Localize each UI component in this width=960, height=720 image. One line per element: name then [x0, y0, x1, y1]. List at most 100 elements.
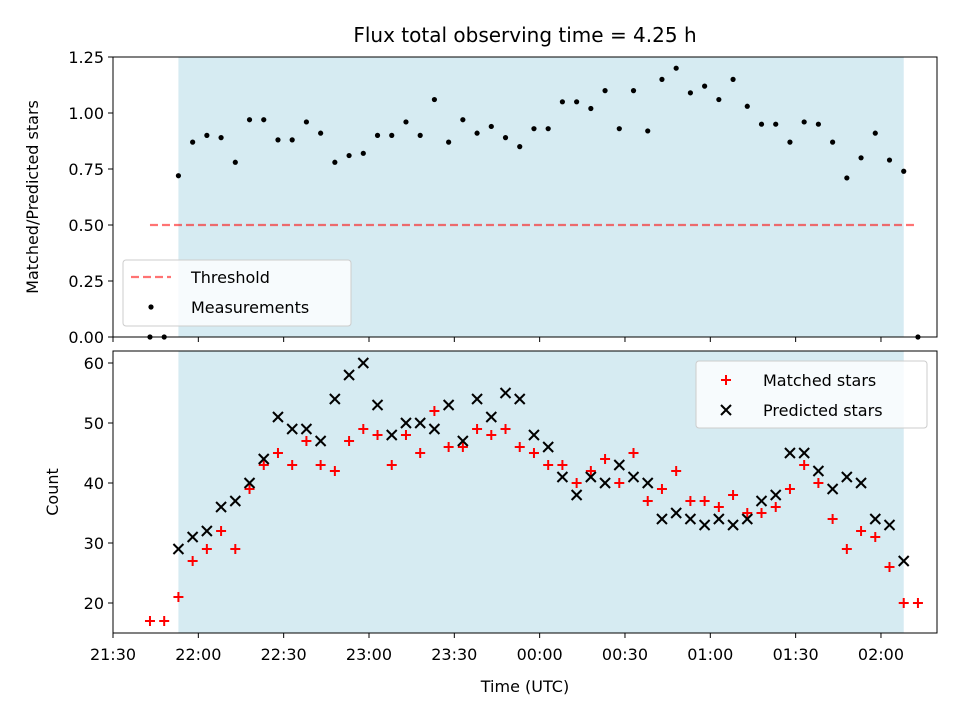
matched-point-16	[372, 430, 383, 440]
measurement-point-36	[659, 76, 665, 82]
matched-point-48	[827, 514, 838, 524]
top-y-tick-label-3: 0.75	[68, 160, 104, 179]
measurement-point-9	[275, 137, 281, 143]
measurement-point-16	[374, 132, 381, 138]
matched-point-17	[386, 460, 397, 470]
predicted-point-5	[243, 477, 256, 489]
matched-point-30	[571, 478, 582, 488]
measurement-point-40	[716, 96, 722, 103]
top-y-tick-label-1: 0.25	[68, 272, 104, 291]
predicted-point-25	[528, 429, 540, 441]
measurement-point-26	[517, 144, 523, 150]
predicted-point-34	[656, 513, 668, 525]
predicted-point-29	[585, 471, 597, 483]
legend-measurements-label: Measurements	[191, 298, 309, 317]
matched-point-38	[685, 496, 696, 506]
matched-point-35	[642, 496, 653, 506]
matched-point-45	[784, 484, 795, 494]
matched-point-44	[770, 502, 781, 512]
measurement-point-52	[886, 157, 893, 163]
predicted-point-48	[855, 477, 867, 489]
matched-point-25	[500, 424, 511, 434]
matched-point-5	[216, 526, 227, 536]
bottom-y-tick-label-2: 40	[84, 474, 104, 493]
matched-point-29	[557, 460, 568, 470]
bottom-legend-box	[695, 360, 928, 429]
measurement-point-20	[431, 96, 438, 103]
matched-point-8	[258, 460, 269, 470]
measurement-point-34	[630, 88, 637, 94]
matched-point-26	[514, 442, 525, 452]
x-tick-label-0: 21:30	[90, 645, 136, 664]
predicted-point-24	[514, 393, 526, 405]
measurement-point-25	[502, 135, 509, 141]
bottom-y-tick-label-0: 20	[84, 594, 104, 613]
matched-point-3	[187, 556, 198, 566]
measurement-point-23	[474, 130, 480, 136]
matched-point-54	[912, 598, 923, 608]
x-tick-label-3: 23:00	[346, 645, 392, 664]
predicted-point-3	[215, 501, 227, 513]
measurement-point-13	[332, 159, 338, 165]
bottom-y-tick-label-4: 60	[84, 354, 104, 373]
legend-predicted-swatch	[720, 404, 732, 416]
predicted-point-1	[186, 531, 199, 543]
matched-point-15	[358, 424, 369, 434]
matched-point-0	[144, 616, 155, 626]
matched-point-1	[159, 616, 170, 626]
predicted-point-35	[670, 507, 682, 519]
measurement-point-27	[531, 126, 537, 132]
measurement-point-4	[204, 132, 210, 138]
measurement-point-51	[872, 130, 878, 136]
matched-point-33	[614, 478, 625, 488]
measurement-point-7	[246, 117, 253, 123]
predicted-point-36	[684, 513, 697, 525]
measurement-point-45	[787, 139, 793, 145]
measurement-point-47	[815, 121, 821, 127]
predicted-point-51	[898, 555, 910, 567]
measurement-point-39	[702, 83, 708, 89]
measurement-point-30	[574, 99, 580, 105]
legend-measurements-swatch	[148, 304, 154, 310]
bottom-y-axis-label: Count	[43, 468, 62, 516]
matched-point-2	[173, 592, 184, 602]
matched-point-53	[898, 598, 909, 608]
matched-point-49	[841, 544, 852, 554]
matched-point-52	[884, 562, 895, 572]
predicted-point-8	[286, 423, 298, 435]
top-y-tick-label-0: 0.00	[68, 328, 104, 347]
predicted-point-37	[698, 519, 711, 531]
bottom-y-tick-label-3: 50	[84, 414, 104, 433]
matched-point-24	[486, 430, 497, 440]
predicted-point-26	[542, 441, 554, 453]
bottom-axes-frame	[112, 350, 938, 634]
matched-point-36	[656, 484, 667, 494]
matched-point-46	[799, 460, 810, 470]
predicted-point-30	[599, 477, 611, 489]
measurement-point-3	[190, 139, 196, 145]
predicted-point-49	[869, 513, 881, 525]
measurement-point-53	[901, 168, 907, 174]
predicted-point-22	[485, 411, 498, 423]
predicted-point-50	[883, 519, 896, 531]
chart-title: Flux total observing time = 4.25 h	[353, 23, 696, 47]
measurement-point-28	[545, 126, 551, 132]
matched-point-4	[201, 544, 212, 554]
matched-point-41	[728, 490, 739, 500]
predicted-point-14	[371, 399, 384, 411]
predicted-point-32	[627, 471, 640, 483]
matched-point-31	[585, 466, 596, 476]
measurement-point-50	[858, 155, 864, 161]
measurement-point-38	[687, 90, 693, 96]
top-axes-frame	[112, 56, 938, 338]
predicted-point-39	[727, 519, 739, 531]
matched-point-51	[870, 532, 881, 542]
legend-predicted-label: Predicted stars	[763, 401, 883, 420]
predicted-point-46	[826, 483, 839, 495]
predicted-point-18	[428, 423, 441, 435]
measurement-point-5	[218, 135, 224, 141]
measurement-point-44	[773, 121, 779, 127]
predicted-point-2	[201, 525, 213, 537]
measurement-point-31	[588, 105, 594, 112]
matched-point-50	[856, 526, 867, 536]
